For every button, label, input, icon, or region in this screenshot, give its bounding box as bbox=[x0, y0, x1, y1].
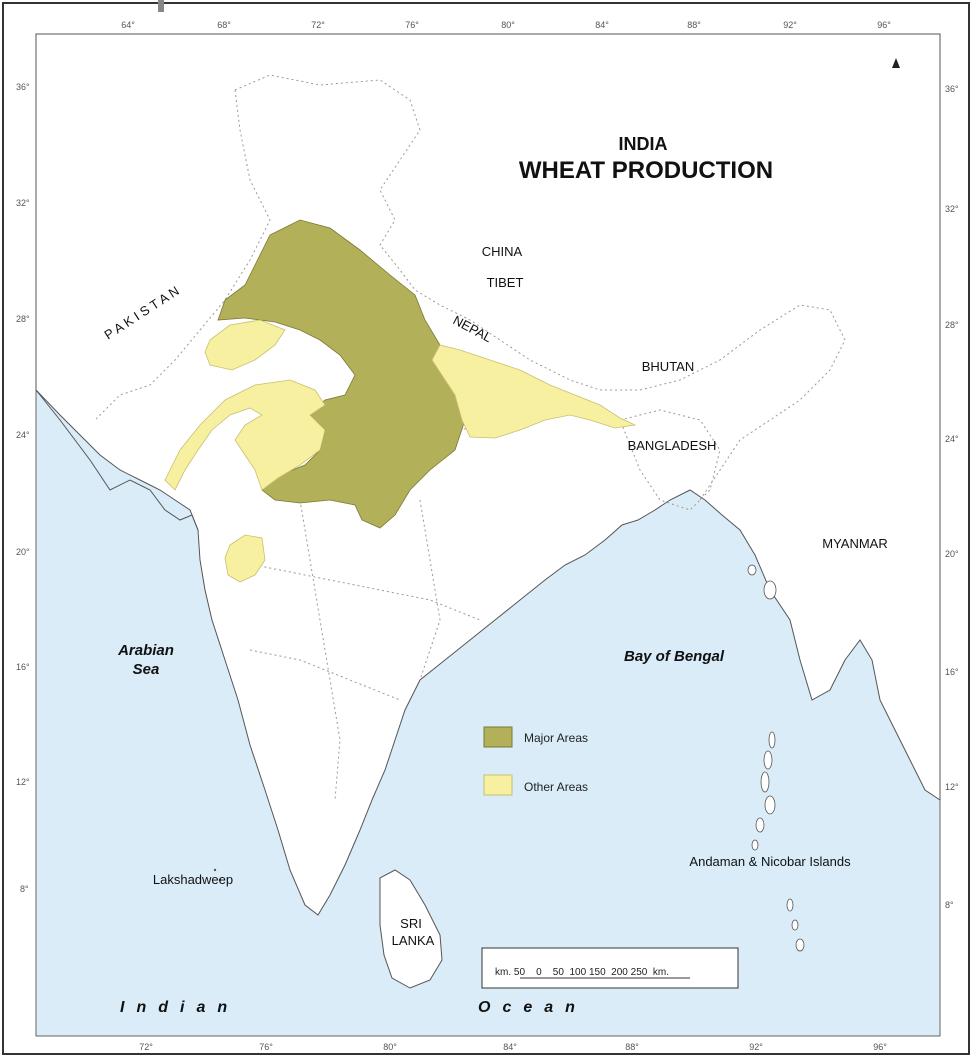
lat-label: 32° bbox=[16, 198, 30, 208]
state-borders-3 bbox=[299, 499, 341, 801]
lon-label: 68° bbox=[217, 20, 231, 30]
major-wheat-area bbox=[217, 219, 466, 529]
label-myanmar: MYANMAR bbox=[822, 536, 887, 551]
lat-label: 12° bbox=[16, 777, 30, 787]
lakshadweep-islands bbox=[213, 868, 222, 882]
legend-other-label: Other Areas bbox=[524, 780, 588, 794]
lon-label: 92° bbox=[749, 1042, 763, 1052]
lat-label: 36° bbox=[16, 82, 30, 92]
legend-major-label: Major Areas bbox=[524, 731, 588, 745]
lat-label: 32° bbox=[945, 204, 959, 214]
lat-label: 16° bbox=[945, 667, 959, 677]
lat-label: 20° bbox=[16, 547, 30, 557]
scale-text: km. 50 0 50 100 150 200 250 km. bbox=[495, 967, 669, 978]
lat-label: 28° bbox=[945, 320, 959, 330]
lon-label: 96° bbox=[877, 20, 891, 30]
label-sri-lanka: SRI bbox=[400, 916, 422, 931]
lon-label: 72° bbox=[139, 1042, 153, 1052]
label-tibet: TIBET bbox=[487, 275, 524, 290]
latitude-labels-right: 36° 32° 28° 24° 20° 16° 12° 8° bbox=[945, 84, 959, 910]
scale-box bbox=[481, 947, 739, 989]
label-arabian-sea-2: Sea bbox=[133, 661, 160, 678]
label-lakshadweep: Lakshadweep bbox=[153, 872, 233, 887]
lon-label: 76° bbox=[259, 1042, 273, 1052]
legend: Major Areas Other Areas bbox=[483, 726, 588, 796]
scale-bar: km. 50 0 50 100 150 200 250 km. bbox=[481, 947, 739, 989]
header-mark bbox=[158, 0, 164, 12]
longitude-labels-top: 64° 68° 72° 76° 80° 84° 88° 92° 96° bbox=[121, 20, 891, 30]
northern-border bbox=[234, 74, 846, 501]
state-borders-5 bbox=[249, 649, 401, 701]
lon-label: 88° bbox=[687, 20, 701, 30]
north-arrow-icon bbox=[892, 58, 900, 68]
lon-label: 84° bbox=[503, 1042, 517, 1052]
latitude-labels-left: 36° 32° 28° 24° 20° 16° 12° 8° bbox=[16, 82, 30, 894]
lat-label: 20° bbox=[945, 549, 959, 559]
lat-label: 28° bbox=[16, 314, 30, 324]
label-andaman: Andaman & Nicobar Islands bbox=[689, 854, 851, 869]
lon-label: 76° bbox=[405, 20, 419, 30]
andaman-islands bbox=[747, 564, 805, 952]
lon-label: 80° bbox=[383, 1042, 397, 1052]
lon-label: 88° bbox=[625, 1042, 639, 1052]
lon-label: 92° bbox=[783, 20, 797, 30]
sri-lanka bbox=[379, 869, 443, 989]
lon-label: 80° bbox=[501, 20, 515, 30]
legend-major-swatch bbox=[483, 726, 513, 748]
lon-label: 72° bbox=[311, 20, 325, 30]
lat-label: 24° bbox=[945, 434, 959, 444]
lat-label: 8° bbox=[20, 884, 29, 894]
label-china: CHINA bbox=[482, 244, 523, 259]
map-title-line2: WHEAT PRODUCTION bbox=[519, 157, 773, 184]
lat-label: 8° bbox=[945, 900, 954, 910]
state-borders-4 bbox=[419, 499, 441, 681]
lat-label: 24° bbox=[16, 430, 30, 440]
label-bangladesh: BANGLADESH bbox=[628, 438, 717, 453]
label-bhutan: BHUTAN bbox=[642, 359, 694, 374]
label-arabian-sea: Arabian bbox=[117, 642, 174, 659]
western-border bbox=[94, 89, 271, 421]
lon-label: 96° bbox=[873, 1042, 887, 1052]
lat-label: 16° bbox=[16, 662, 30, 672]
longitude-labels-bottom: 72° 76° 80° 84° 88° 92° 96° bbox=[139, 1042, 887, 1052]
label-indian: Indian bbox=[120, 999, 239, 1016]
other-wheat-areas bbox=[164, 319, 637, 583]
map-title-line1: INDIA bbox=[619, 134, 668, 154]
lon-label: 84° bbox=[595, 20, 609, 30]
lat-label: 12° bbox=[945, 782, 959, 792]
gujarat-coast bbox=[35, 389, 199, 531]
legend-other-swatch bbox=[483, 774, 513, 796]
lat-label: 36° bbox=[945, 84, 959, 94]
label-ocean: Ocean bbox=[478, 999, 587, 1016]
label-bay-of-bengal: Bay of Bengal bbox=[624, 648, 725, 665]
lon-label: 64° bbox=[121, 20, 135, 30]
label-sri-lanka-2: LANKA bbox=[392, 933, 435, 948]
